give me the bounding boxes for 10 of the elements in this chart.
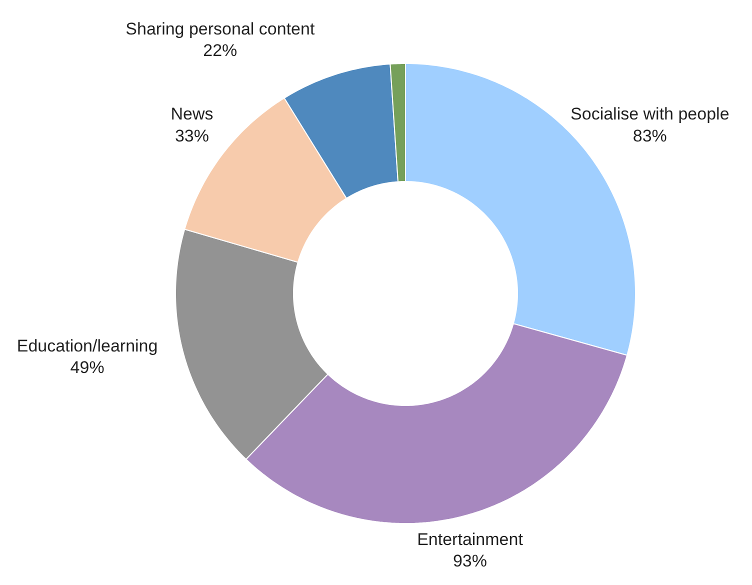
data-label: 83%	[632, 126, 667, 146]
data-label: 49%	[70, 358, 104, 378]
slice-label: Socialise with people	[570, 104, 730, 124]
data-label: 93%	[452, 552, 488, 571]
data-label: 33%	[174, 126, 209, 146]
data-label: 22%	[203, 41, 238, 60]
slice-label: Sharing personal content	[126, 19, 315, 38]
slice-label: Entertainment	[417, 530, 524, 549]
slice-label: Education/learning	[16, 336, 158, 356]
slice-label: News	[170, 104, 214, 124]
